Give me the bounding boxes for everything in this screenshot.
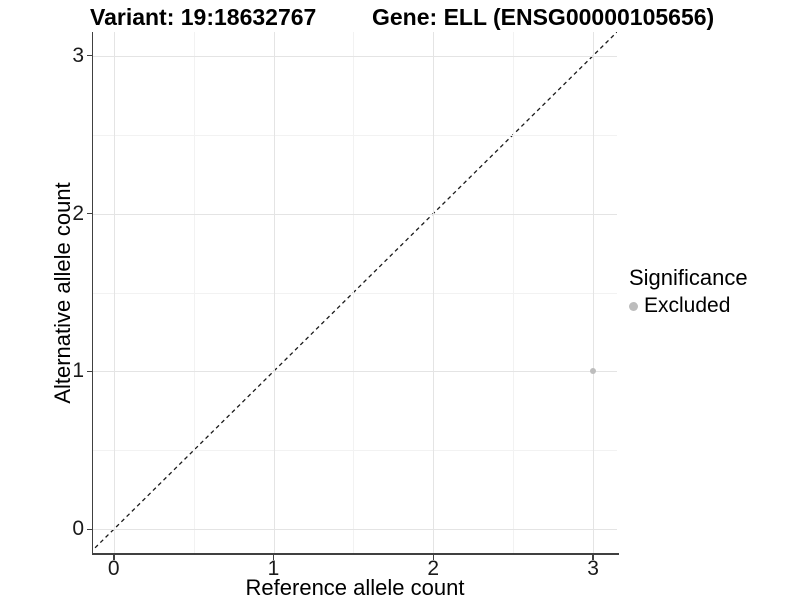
- legend-title: Significance: [629, 265, 748, 290]
- plot-title-variant: Variant: 19:18632767: [90, 4, 317, 30]
- x-axis-line: [91, 553, 619, 555]
- x-tick-mark: [272, 554, 275, 560]
- y-tick-mark: [86, 212, 92, 215]
- x-tick-label: 1: [267, 557, 280, 580]
- x-tick-mark: [592, 554, 594, 560]
- y-tick-mark: [86, 370, 92, 373]
- y-tick-label: 2: [72, 201, 84, 225]
- x-major-gridline: [273, 32, 275, 553]
- y-minor-gridline: [93, 292, 617, 294]
- legend-items: Excluded: [629, 294, 748, 318]
- y-minor-gridline: [93, 134, 617, 136]
- y-major-gridline: [93, 529, 617, 531]
- x-tick-mark: [113, 554, 115, 560]
- x-major-gridline: [593, 32, 595, 553]
- x-major-gridline: [433, 32, 435, 553]
- y-tick-mark: [86, 54, 92, 57]
- x-tick-mark: [432, 554, 435, 560]
- legend-key-dot: [629, 301, 638, 311]
- legend: Significance Excluded: [629, 265, 748, 318]
- legend-item: Excluded: [629, 294, 748, 318]
- plot-panel: [93, 32, 617, 553]
- y-tick-label: 1: [72, 359, 84, 383]
- data-point: [590, 368, 597, 375]
- legend-item-label: Excluded: [644, 294, 731, 317]
- x-axis-title: Reference allele count: [245, 575, 465, 600]
- y-tick-label: 0: [72, 517, 84, 541]
- y-minor-gridline: [93, 450, 617, 452]
- y-major-gridline: [93, 371, 617, 373]
- x-tick-label: 2: [427, 557, 440, 580]
- y-tick-mark: [86, 528, 92, 531]
- x-tick-label: 3: [587, 557, 599, 580]
- y-axis-line: [91, 32, 93, 555]
- plot-title-gene: Gene: ELL (ENSG00000105656): [372, 4, 715, 30]
- y-major-gridline: [93, 213, 617, 215]
- y-tick-label: 3: [72, 43, 84, 67]
- x-tick-label: 0: [107, 557, 120, 580]
- x-major-gridline: [113, 32, 115, 553]
- y-major-gridline: [93, 55, 617, 57]
